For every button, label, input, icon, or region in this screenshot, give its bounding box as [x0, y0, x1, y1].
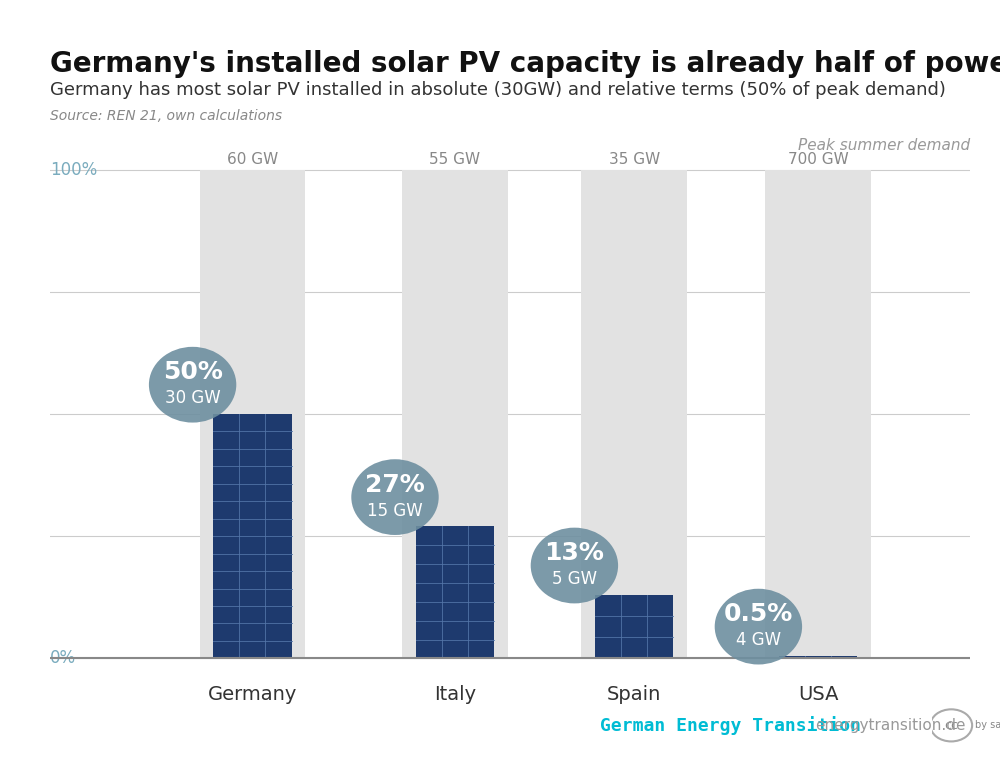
Text: 55 GW: 55 GW: [429, 152, 480, 167]
Text: Germany's installed solar PV capacity is already half of power demand: Germany's installed solar PV capacity is…: [50, 50, 1000, 78]
Text: 50%: 50%: [163, 360, 223, 385]
Text: 4 GW: 4 GW: [736, 631, 781, 649]
Text: energytransition.de: energytransition.de: [815, 718, 966, 733]
Bar: [200, 170, 305, 658]
Text: 0.5%: 0.5%: [724, 602, 793, 627]
Text: Germany has most solar PV installed in absolute (30GW) and relative terms (50% o: Germany has most solar PV installed in a…: [50, 81, 946, 98]
Text: 0%: 0%: [50, 650, 76, 667]
Text: Peak summer demand: Peak summer demand: [798, 137, 970, 153]
Text: by sa: by sa: [975, 720, 1000, 730]
Ellipse shape: [715, 589, 802, 664]
Text: USA: USA: [798, 685, 838, 704]
Bar: [213, 414, 292, 658]
Text: 700 GW: 700 GW: [788, 152, 849, 167]
Ellipse shape: [149, 347, 236, 422]
Text: cc: cc: [944, 719, 958, 732]
Text: Source: REN 21, own calculations: Source: REN 21, own calculations: [50, 109, 282, 123]
Bar: [595, 595, 673, 658]
Text: German Energy Transition: German Energy Transition: [600, 717, 861, 735]
Text: 15 GW: 15 GW: [367, 502, 423, 520]
Text: 27%: 27%: [365, 473, 425, 497]
Ellipse shape: [531, 528, 618, 604]
Bar: [416, 526, 494, 658]
Text: Germany: Germany: [208, 685, 297, 704]
Text: Italy: Italy: [434, 685, 476, 704]
Text: 13%: 13%: [544, 541, 604, 565]
Bar: [581, 170, 687, 658]
Text: 35 GW: 35 GW: [609, 152, 660, 167]
Text: 5 GW: 5 GW: [552, 570, 597, 588]
Bar: [765, 170, 871, 658]
Bar: [779, 656, 857, 658]
Text: Spain: Spain: [607, 685, 661, 704]
Text: 60 GW: 60 GW: [227, 152, 278, 167]
Bar: [402, 170, 508, 658]
Text: 30 GW: 30 GW: [165, 389, 220, 407]
Text: 100%: 100%: [50, 161, 97, 179]
Ellipse shape: [351, 459, 439, 535]
